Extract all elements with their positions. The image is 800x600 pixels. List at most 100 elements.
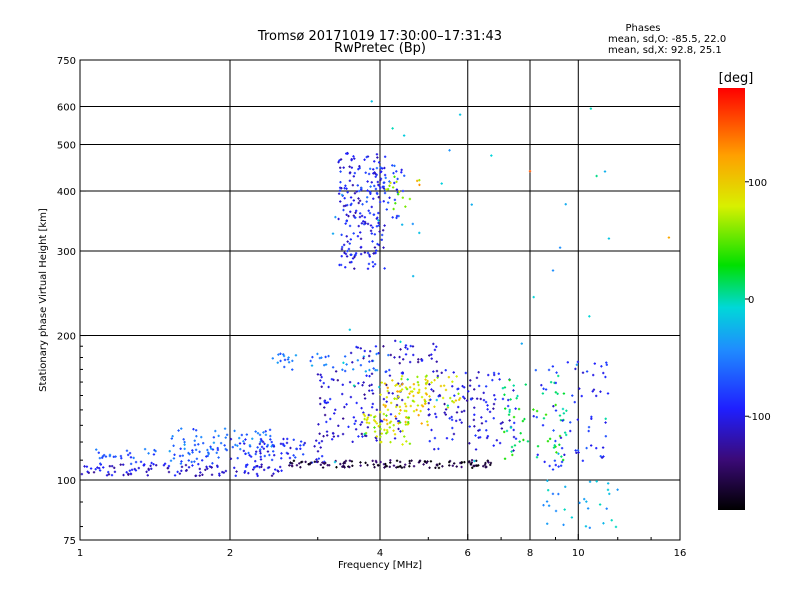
data-point — [194, 474, 197, 478]
data-point — [285, 441, 289, 445]
data-point — [349, 351, 353, 355]
data-point — [413, 387, 416, 391]
data-point — [391, 186, 395, 189]
data-point — [347, 247, 351, 251]
data-point — [419, 409, 422, 413]
data-point — [424, 387, 427, 390]
data-point — [388, 421, 392, 425]
data-point — [129, 462, 133, 466]
data-point — [465, 399, 469, 402]
data-point — [374, 420, 377, 423]
data-point — [319, 402, 322, 406]
data-point — [351, 183, 355, 187]
data-point — [361, 203, 364, 206]
data-point — [409, 344, 412, 348]
data-point — [418, 183, 421, 187]
data-point — [224, 436, 227, 439]
data-point — [610, 519, 613, 522]
data-point — [395, 188, 399, 191]
data-point — [89, 467, 93, 470]
data-point — [458, 418, 462, 422]
data-point — [359, 464, 362, 467]
data-point — [328, 464, 331, 467]
data-point — [552, 446, 556, 449]
data-point — [388, 196, 391, 199]
data-point — [595, 446, 598, 450]
data-point — [346, 249, 349, 253]
data-point — [367, 421, 371, 425]
data-point — [548, 437, 552, 441]
data-point — [520, 342, 523, 345]
data-point — [356, 184, 359, 187]
data-point — [385, 414, 388, 417]
data-point — [383, 155, 387, 158]
data-point — [498, 378, 501, 381]
data-point — [247, 471, 250, 475]
data-point — [469, 462, 473, 466]
data-point — [311, 355, 314, 359]
data-point — [457, 398, 461, 402]
data-point — [383, 224, 386, 227]
data-point — [239, 447, 242, 451]
data-point — [604, 417, 607, 420]
data-point — [424, 381, 428, 385]
data-point — [557, 492, 560, 496]
data-point — [558, 434, 562, 438]
data-point — [348, 380, 352, 384]
data-point — [428, 354, 431, 357]
data-point — [451, 438, 454, 441]
data-point — [352, 416, 356, 419]
data-point — [592, 373, 595, 377]
data-point — [110, 464, 114, 468]
data-point — [342, 166, 345, 169]
data-point — [559, 436, 563, 440]
data-point — [132, 456, 135, 460]
data-point — [238, 436, 241, 440]
data-point — [354, 216, 357, 219]
data-point — [378, 200, 382, 204]
data-point — [271, 443, 274, 447]
data-point — [563, 508, 566, 511]
data-point — [546, 488, 550, 492]
data-point — [425, 393, 428, 396]
data-point — [291, 359, 294, 363]
data-point — [457, 392, 460, 395]
data-point — [404, 420, 407, 424]
data-point — [396, 177, 399, 181]
data-point — [488, 410, 492, 414]
data-point — [383, 466, 386, 469]
data-point — [371, 392, 375, 395]
data-point — [492, 407, 495, 410]
data-point — [375, 249, 378, 252]
data-point — [180, 469, 183, 473]
data-point — [426, 379, 429, 383]
data-point — [214, 429, 217, 433]
data-point — [349, 395, 353, 399]
data-point — [484, 400, 488, 404]
data-point — [333, 460, 337, 464]
data-point — [242, 449, 246, 453]
data-point — [547, 368, 551, 372]
data-point — [599, 455, 602, 458]
data-point — [371, 402, 375, 406]
data-point — [382, 181, 385, 184]
data-point — [334, 370, 338, 373]
data-point — [300, 461, 303, 464]
data-point — [345, 187, 348, 190]
data-point — [411, 390, 414, 393]
data-point — [316, 450, 320, 453]
data-point — [360, 222, 364, 225]
data-point — [169, 459, 173, 462]
data-point — [494, 398, 497, 401]
data-point — [362, 413, 366, 416]
data-point — [408, 197, 412, 201]
data-point — [310, 364, 314, 367]
data-point — [207, 451, 210, 454]
data-point — [331, 232, 335, 235]
data-point — [279, 359, 282, 363]
data-point — [365, 155, 368, 159]
data-point — [489, 461, 493, 465]
data-point — [377, 219, 380, 222]
data-point — [137, 466, 141, 470]
data-point — [243, 471, 246, 474]
